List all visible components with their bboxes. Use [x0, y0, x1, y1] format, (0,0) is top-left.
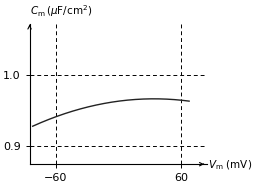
Text: $V_{\mathrm{m}}\ \mathrm{(mV)}$: $V_{\mathrm{m}}\ \mathrm{(mV)}$	[207, 158, 251, 172]
Text: $C_{\mathrm{m}}\,(\mu\mathrm{F/cm}^2)$: $C_{\mathrm{m}}\,(\mu\mathrm{F/cm}^2)$	[29, 3, 91, 19]
